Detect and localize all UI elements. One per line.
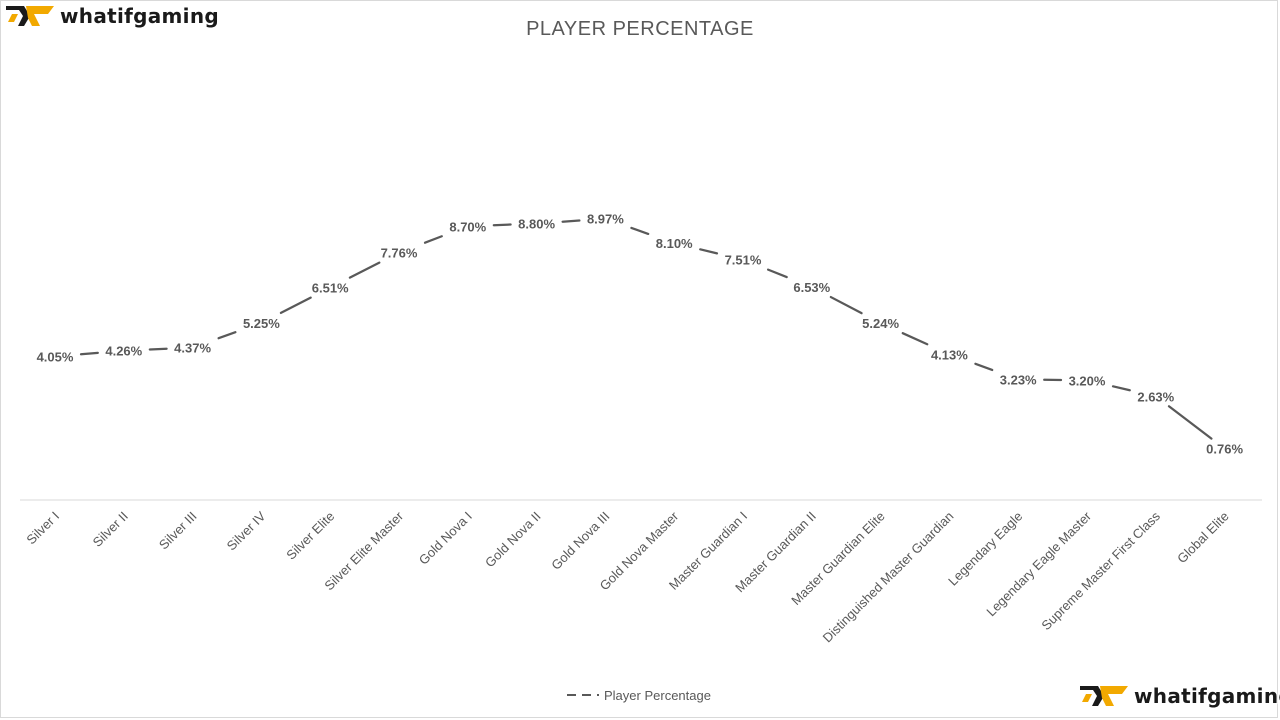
data-label: 8.70% <box>449 219 486 234</box>
data-label: 8.80% <box>518 217 555 232</box>
data-label: 3.20% <box>1069 373 1106 388</box>
x-tick-label: Silver III <box>156 509 200 553</box>
data-label: 8.97% <box>587 212 624 227</box>
legend-label: Player Percentage <box>604 688 711 703</box>
x-tick-label: Gold Nova I <box>416 509 475 568</box>
x-tick-label: Silver I <box>23 509 62 548</box>
series-line-segment <box>279 296 312 315</box>
data-label: 3.23% <box>1000 372 1037 387</box>
x-axis-tick-labels: Silver I Silver II Silver III Silver IV Silv… <box>23 508 1231 645</box>
x-tick-label: Gold Nova II <box>482 509 544 571</box>
data-label: 8.10% <box>656 236 693 251</box>
x-tick-label: Global Elite <box>1174 509 1232 567</box>
series-line-segment <box>423 235 443 244</box>
data-label: 7.76% <box>381 246 418 261</box>
series-line-segment <box>1167 405 1213 440</box>
series-line-segment <box>901 332 929 346</box>
series-line-segment <box>561 219 581 223</box>
whatifgaming-logo-text: whatifgaming <box>1134 684 1280 708</box>
x-tick-label: Silver Elite <box>283 509 337 563</box>
series-player-percentage <box>79 219 1213 440</box>
series-line-segment <box>79 351 99 356</box>
x-tick-label: Gold Nova III <box>548 509 612 573</box>
series-line-segment <box>974 362 994 372</box>
series-line-segment <box>630 226 650 236</box>
data-label: 6.53% <box>793 280 830 295</box>
legend: Player Percentage <box>567 688 711 703</box>
series-line-segment <box>829 295 863 315</box>
x-tick-label: Distinguished Master Guardian <box>820 509 957 646</box>
x-tick-label: Silver II <box>90 509 131 550</box>
series-line-segment <box>766 268 788 279</box>
series-line-segment <box>492 223 512 227</box>
data-label: 7.51% <box>725 253 762 268</box>
data-label: 6.51% <box>312 281 349 296</box>
series-line-segment <box>148 347 168 351</box>
series-line-segment <box>699 248 719 255</box>
x-tick-label: Silver IV <box>224 508 269 553</box>
series-line-segment <box>348 261 381 279</box>
data-label: 4.26% <box>105 344 142 359</box>
whatifgaming-logo-icon <box>6 6 54 26</box>
data-label: 4.37% <box>174 341 211 356</box>
data-label: 4.05% <box>37 350 74 365</box>
data-labels: 4.05% 4.26% 4.37% 5.25% 6.51% 7.76% 8.70% 8.80%… <box>37 212 1244 457</box>
whatifgaming-logo-bottom: whatifgaming <box>1078 682 1280 710</box>
series-line-segment <box>1111 385 1131 392</box>
data-label: 5.25% <box>243 316 280 331</box>
whatifgaming-logo-top: whatifgaming <box>4 2 219 30</box>
whatifgaming-logo-text: whatifgaming <box>60 4 219 28</box>
series-line-segment <box>217 331 237 340</box>
x-tick-label: Supreme Master First Class <box>1038 508 1163 633</box>
x-tick-label: Legendary Eagle <box>945 509 1025 589</box>
chart-title: PLAYER PERCENTAGE <box>526 18 754 40</box>
data-label: 4.13% <box>931 347 968 362</box>
data-label: 0.76% <box>1206 442 1243 457</box>
data-label: 5.24% <box>862 316 899 331</box>
whatifgaming-logo-icon <box>1080 686 1128 706</box>
data-label: 2.63% <box>1137 389 1174 404</box>
